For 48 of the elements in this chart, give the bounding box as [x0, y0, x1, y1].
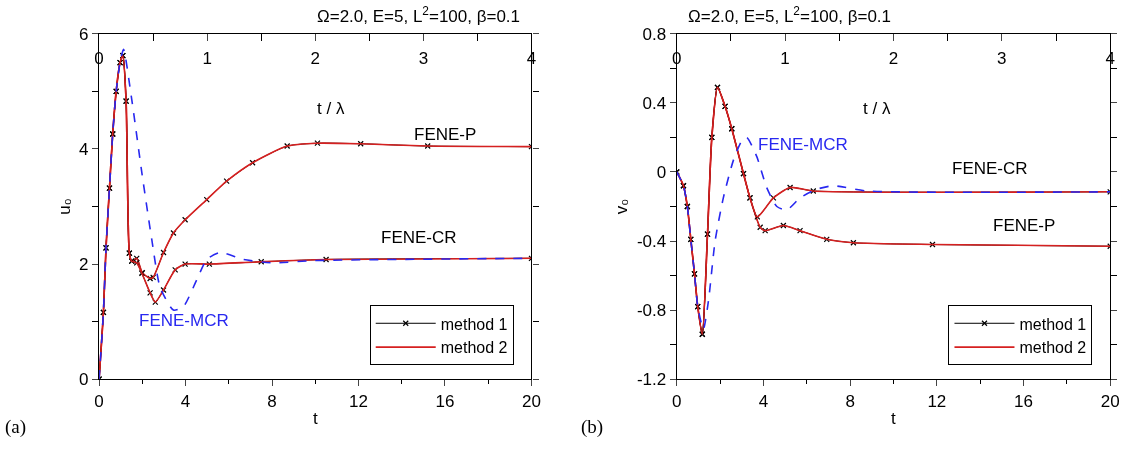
- text: (b): [581, 416, 604, 438]
- x2-tick-label: 3: [997, 49, 1007, 69]
- x-tick-label: 12: [927, 391, 947, 411]
- x-tick-label: 4: [180, 391, 191, 411]
- x-tick-label: 0: [94, 391, 104, 411]
- x2-tick-label: 3: [418, 49, 429, 69]
- annotation: FENE-P: [414, 125, 477, 144]
- x-tick-label: 8: [267, 391, 277, 411]
- x2-tick-label: 1: [202, 49, 212, 69]
- annotation: FENE-MCR: [758, 135, 848, 154]
- x-tick-label: 16: [435, 391, 455, 411]
- x-tick-label: 8: [845, 391, 855, 411]
- text: (a): [5, 416, 27, 438]
- x2-tick-label: 2: [310, 49, 321, 69]
- annotation: FENE-MCR: [139, 311, 229, 330]
- y-tick-label: 0: [79, 370, 89, 390]
- legend-label: method 2: [1019, 339, 1087, 357]
- x-tick-label: 0: [671, 391, 682, 411]
- y-tick-label: 0.8: [642, 24, 667, 44]
- y-tick-label: 2: [79, 255, 89, 275]
- legend-label: method 1: [440, 315, 508, 333]
- legend-label: method 1: [1019, 315, 1087, 333]
- annotation: FENE-CR: [381, 228, 457, 247]
- annotation: FENE-CR: [952, 159, 1028, 178]
- chart-title: Ω=2.0, E=5, L$^{2}$=100, β=0.1: [688, 4, 892, 27]
- x2-tick-label: 1: [780, 49, 790, 69]
- y-tick-label: 0: [656, 162, 667, 182]
- y-tick-label: -1.2: [636, 370, 667, 390]
- y-tick-label: -0.8: [636, 301, 667, 321]
- y-axis-title: u₀: [54, 198, 74, 215]
- x2-axis-title: t / λ: [317, 99, 345, 118]
- x-tick-label: 20: [1100, 391, 1120, 411]
- annotation: FENE-P: [993, 216, 1056, 235]
- y-tick-label: 4: [79, 139, 89, 159]
- y-tick-label: -0.4: [636, 231, 667, 251]
- x-axis-title: t: [312, 409, 318, 429]
- x2-axis-title: t / λ: [863, 99, 891, 118]
- x2-tick-label: 2: [888, 49, 899, 69]
- y-tick-label: 6: [79, 24, 89, 44]
- x-axis-title: t: [891, 409, 897, 429]
- x-tick-label: 4: [758, 391, 769, 411]
- chart-title: Ω=2.0, E=5, L$^{2}$=100, β=0.1: [317, 4, 521, 27]
- y-tick-label: 0.4: [642, 93, 667, 113]
- y-axis-title: v₀: [612, 198, 632, 215]
- x-tick-label: 12: [349, 391, 368, 411]
- x-tick-label: 20: [522, 391, 541, 411]
- x-tick-label: 16: [1014, 391, 1033, 411]
- legend-label: method 2: [440, 339, 508, 357]
